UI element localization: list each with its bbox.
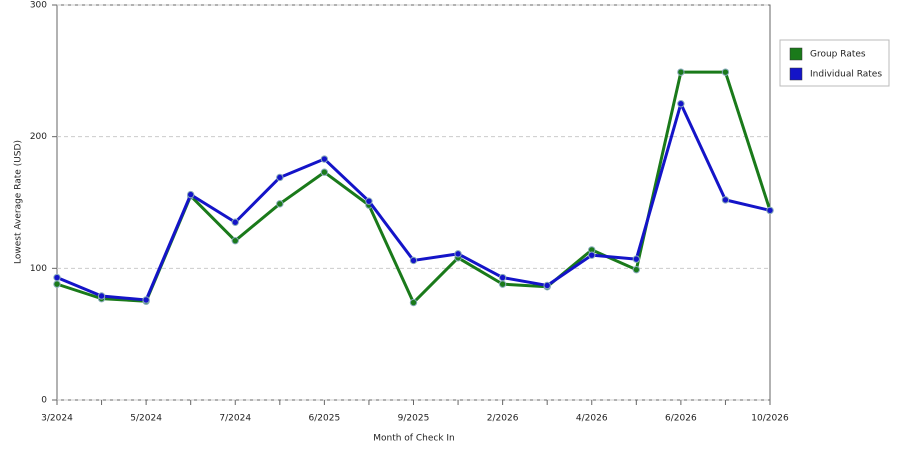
point-marker: [409, 298, 418, 307]
point-marker: [543, 281, 551, 290]
point-marker: [276, 173, 284, 182]
x-tick-label: 2/2026: [487, 414, 519, 424]
point-marker: [721, 68, 730, 76]
point-marker: [454, 250, 462, 258]
x-tick-label: 5/2024: [130, 414, 162, 424]
point-marker: [231, 236, 239, 245]
point-marker: [53, 273, 61, 282]
point-marker: [320, 168, 329, 176]
y-tick-label: 200: [30, 132, 47, 142]
point-marker: [498, 273, 507, 282]
point-marker: [231, 218, 239, 226]
legend-label: Individual Rates: [810, 70, 882, 80]
point-marker: [409, 256, 418, 265]
point-marker: [186, 190, 195, 199]
x-tick-label: 4/2026: [576, 414, 608, 424]
y-tick-label: 300: [30, 1, 47, 11]
y-tick-label: 0: [41, 396, 47, 406]
y-axis-label: Lowest Average Rate (USD): [14, 140, 24, 264]
x-tick-label: 7/2024: [219, 414, 251, 424]
x-tick-label: 6/2025: [309, 414, 341, 424]
point-marker: [677, 68, 685, 76]
x-tick-label: 6/2026: [665, 414, 697, 424]
point-marker: [320, 155, 329, 163]
x-tick-label: 10/2026: [751, 414, 789, 424]
y-tick-label: 100: [30, 264, 47, 274]
point-marker: [498, 280, 507, 288]
series-line: [56, 102, 771, 302]
plot-frame: [56, 4, 771, 401]
point-marker: [677, 100, 685, 108]
point-marker: [53, 280, 61, 288]
point-marker: [365, 197, 373, 205]
point-marker: [276, 200, 284, 208]
legend-label: Group Rates: [810, 50, 866, 60]
legend-swatch: [789, 67, 803, 81]
point-marker: [97, 292, 106, 300]
point-marker: [588, 251, 596, 259]
legend-swatch: [789, 47, 803, 61]
point-marker: [721, 196, 730, 204]
x-tick-label: 9/2025: [398, 414, 430, 424]
point-marker: [632, 265, 641, 274]
x-tick-label: 3/2024: [41, 414, 73, 424]
point-marker: [632, 255, 641, 263]
point-marker: [766, 206, 774, 215]
point-marker: [142, 296, 150, 304]
x-axis-label: Month of Check In: [373, 434, 455, 444]
